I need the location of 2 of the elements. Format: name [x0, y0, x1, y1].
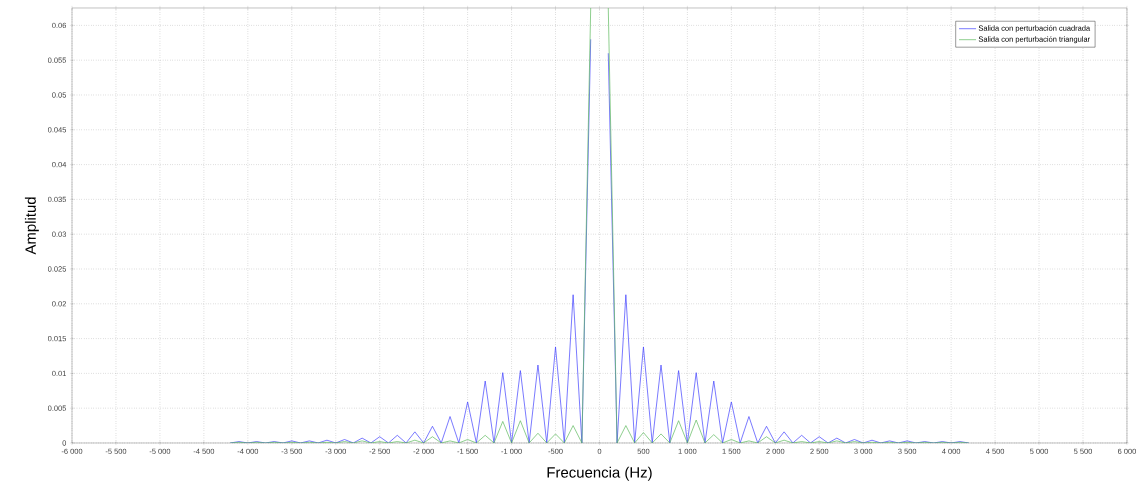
x-axis-title: Frecuencia (Hz) [547, 466, 652, 481]
y-axis-title: Amplitud [24, 197, 39, 255]
